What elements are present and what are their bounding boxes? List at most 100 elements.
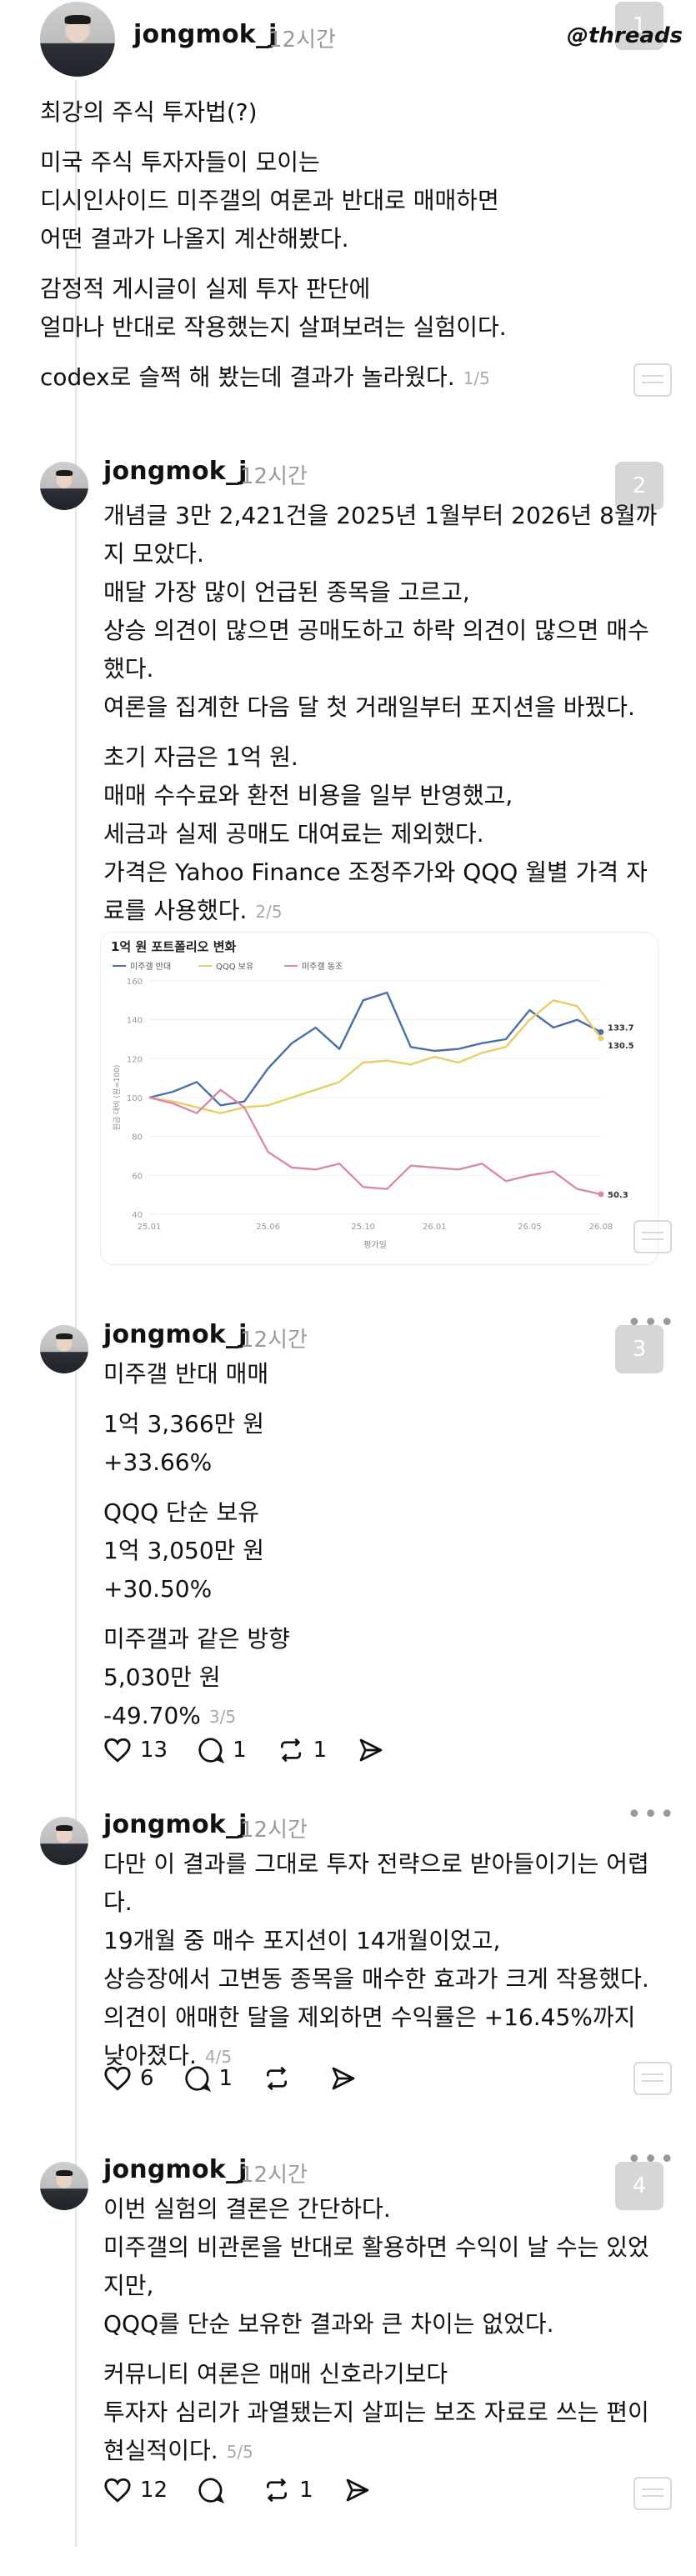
avatar[interactable] (40, 1325, 88, 1373)
post-body: 개념글 3만 2,421건을 2025년 1월부터 2026년 8월까 지 모았… (103, 497, 670, 931)
slide-badge: 4 (615, 2162, 663, 2210)
post-line: 얼마나 반대로 작용했는지 살펴보려는 실험이다. (40, 313, 507, 341)
send-icon (332, 2067, 355, 2090)
like-button[interactable]: 13 (103, 1737, 168, 1763)
reply-icon[interactable] (633, 2062, 672, 2095)
repost-icon (280, 1738, 301, 1763)
data-label: 130.5 (608, 1042, 634, 1051)
data-label: 133.7 (608, 1023, 634, 1033)
like-count: 6 (140, 2066, 154, 2091)
x-tick-label: 26.08 (589, 1223, 613, 1232)
heart-icon (104, 2478, 131, 2503)
x-tick-label: 26.01 (423, 1223, 447, 1232)
share-button[interactable] (329, 2065, 358, 2092)
legend-label: 미주갤 동조 (302, 962, 343, 972)
post-line: 매매 수수료와 환전 비용을 일부 반영했고, (103, 782, 513, 809)
comment-bubble-icon (198, 2478, 225, 2503)
post-line: 현실적이다. 5/5 (103, 2432, 670, 2471)
legend-label: QQQ 보유 (216, 962, 253, 972)
post-line: 5,030만 원 (103, 1663, 221, 1691)
slide-badge: 2 (615, 462, 663, 510)
x-tick-label: 25.10 (351, 1223, 375, 1232)
post-line: 1억 3,366만 원 (103, 1410, 265, 1438)
post-line: 어떤 결과가 나올지 계산해봤다. (40, 225, 349, 253)
post-line: 최강의 주식 투자법(?) (40, 98, 258, 126)
comment-bubble-icon (198, 1738, 225, 1763)
avatar[interactable] (40, 462, 88, 510)
comment-button[interactable] (198, 2477, 233, 2503)
repost-count: 1 (299, 2478, 313, 2503)
like-count: 13 (140, 1738, 168, 1763)
y-tick-label: 40 (132, 1211, 143, 1220)
username[interactable]: jongmok_j (103, 1810, 248, 1839)
share-button[interactable] (357, 1737, 385, 1763)
repost-button[interactable]: 1 (263, 2477, 313, 2503)
avatar[interactable] (40, 2162, 88, 2210)
post-line: 상승 의견이 많으면 공매도하고 하락 의견이 많으면 매수 (103, 617, 649, 644)
post-line: QQQ 단순 보유 (103, 1498, 259, 1526)
post-line: 미주갤의 비관론을 반대로 활용하면 수익이 날 수는 있었 (103, 2233, 649, 2261)
username[interactable]: jongmok_j (103, 1320, 248, 1349)
post-line: 19개월 중 매수 포지션이 14개월이었고, (103, 1927, 501, 1954)
action-bar: 6 1 (103, 2060, 388, 2097)
post-line: 투자자 심리가 과열됐는지 살피는 보조 자료로 쓰는 편이 (103, 2398, 649, 2426)
post-line: 감정적 게시글이 실제 투자 판단에 (40, 275, 371, 303)
y-tick-label: 140 (127, 1017, 143, 1026)
series-end-point (598, 1035, 604, 1042)
post-line: 세금과 실제 공매도 대여료는 제외했다. (103, 820, 484, 848)
share-button[interactable] (343, 2477, 372, 2503)
y-tick-label: 60 (132, 1172, 143, 1181)
x-axis-label: 평가일 (363, 1240, 387, 1250)
comment-button[interactable]: 1 (198, 1737, 247, 1763)
legend-label: 미주갤 반대 (130, 962, 171, 972)
avatar[interactable] (40, 1817, 88, 1865)
post-line: 매달 가장 많이 언급된 종목을 고르고, (103, 578, 470, 606)
reply-icon[interactable] (633, 1220, 672, 1253)
reply-icon[interactable] (633, 2477, 672, 2510)
comment-button[interactable]: 1 (184, 2065, 233, 2092)
page-counter: 4/5 (204, 2047, 233, 2067)
post-line: 의견이 애매한 달을 제외하면 수익률은 +16.45%까지 (103, 2003, 636, 2031)
y-axis-label: 원금 대비 (원=100) (113, 1065, 122, 1131)
repost-button[interactable] (263, 2065, 299, 2092)
page-counter: 5/5 (226, 2442, 253, 2462)
avatar[interactable] (40, 2, 115, 77)
reply-icon[interactable] (633, 363, 672, 397)
y-tick-label: 100 (127, 1094, 143, 1103)
heart-icon (104, 2066, 131, 2091)
post-line: 커뮤니티 여론은 매매 신호라기보다 (103, 2360, 448, 2388)
series-end-point (598, 1191, 604, 1198)
more-options-icon[interactable]: ••• (627, 1800, 677, 1829)
y-tick-label: 80 (132, 1133, 143, 1143)
series-line (148, 991, 602, 1107)
y-tick-label: 120 (127, 1055, 143, 1064)
post-line: 지 모았다. (103, 540, 204, 568)
timestamp: 12시간 (240, 1328, 308, 1353)
comment-count: 1 (233, 1738, 247, 1763)
send-icon (359, 1738, 383, 1762)
username[interactable]: jongmok_j (103, 2155, 248, 2184)
like-button[interactable]: 12 (103, 2477, 168, 2503)
comment-count: 1 (218, 2066, 233, 2091)
timestamp: 12시간 (268, 28, 336, 53)
data-label: 50.3 (608, 1191, 628, 1200)
post-line: 했다. (103, 655, 154, 683)
chart-title: 1억 원 포트폴리오 변화 (111, 939, 237, 954)
repost-icon (267, 2066, 288, 2091)
username[interactable]: jongmok_j (103, 457, 248, 486)
username[interactable]: jongmok_j (133, 20, 278, 49)
repost-button[interactable]: 1 (277, 1737, 328, 1763)
post-line: 미주갤과 같은 방향 (103, 1625, 290, 1653)
page-counter: 2/5 (255, 902, 283, 922)
series-line (148, 1088, 602, 1196)
post-line: 디시인사이드 미주갤의 여론과 반대로 매매하면 (40, 187, 499, 214)
post-line: codex로 슬쩍 해 봤는데 결과가 놀라웠다. 1/5 (40, 358, 673, 398)
thread-connector (75, 80, 77, 2547)
series-end-point (598, 1028, 604, 1035)
like-button[interactable]: 6 (103, 2065, 154, 2092)
post-line: 가격은 Yahoo Finance 조정주가와 QQQ 월별 가격 자 (103, 858, 648, 886)
repost-count: 1 (313, 1738, 328, 1763)
y-tick-label: 160 (127, 978, 143, 987)
